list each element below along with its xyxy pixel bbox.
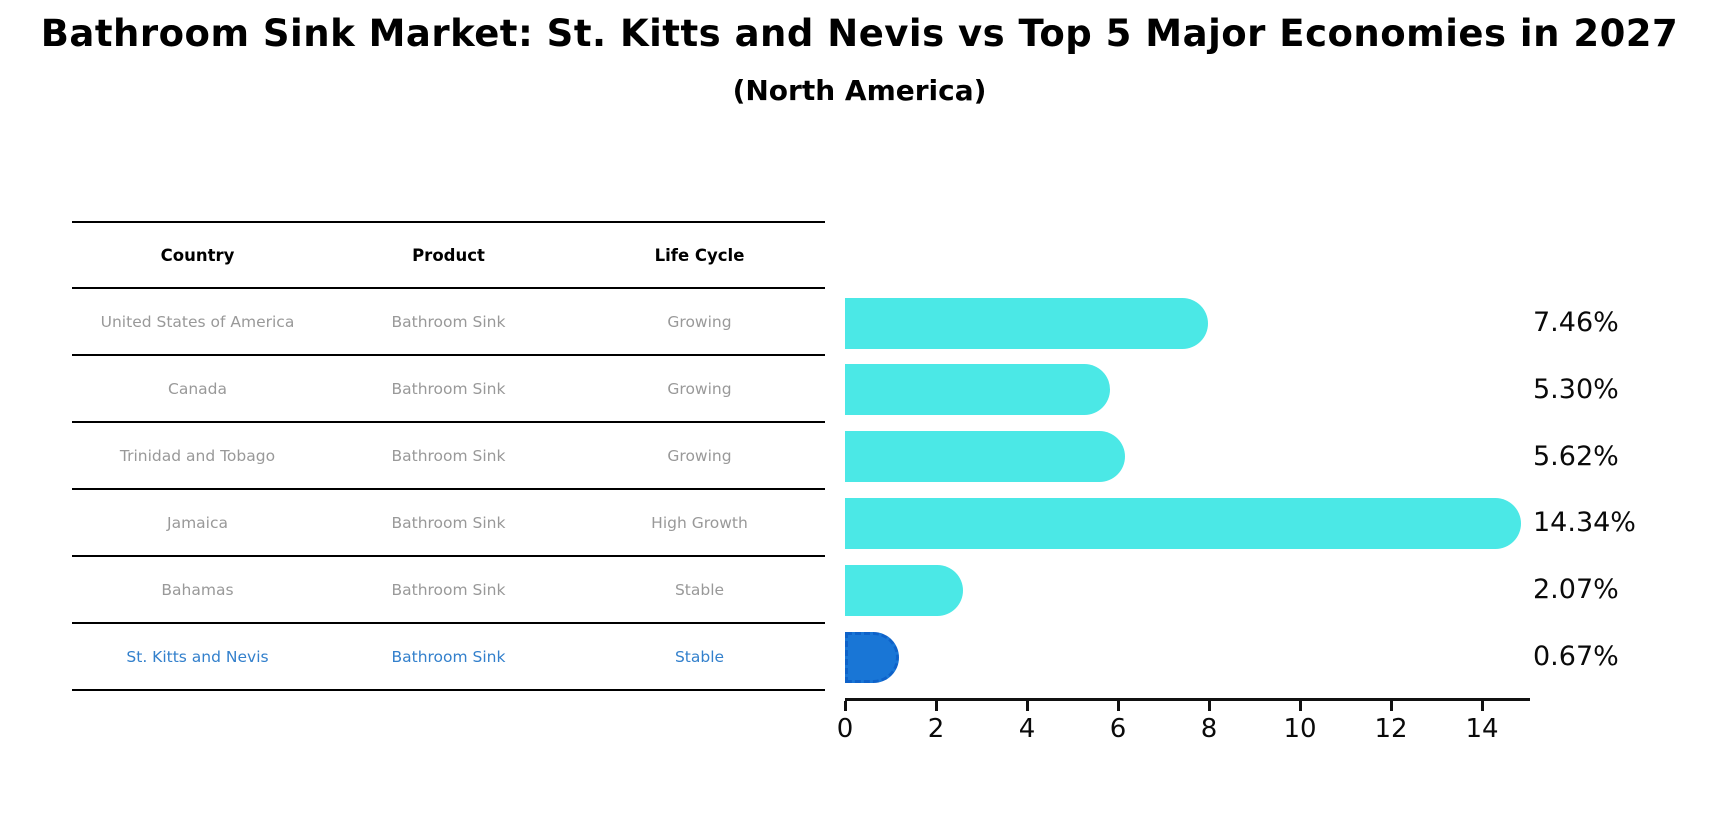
cell-life-cycle: Growing <box>667 446 732 465</box>
cell-product: Bathroom Sink <box>391 580 506 599</box>
cell-product: Bathroom Sink <box>391 379 506 398</box>
table-row: Jamaica Bathroom Sink High Growth <box>72 490 825 557</box>
x-axis-tick-label: 8 <box>1200 714 1218 744</box>
cell-country: Canada <box>168 379 227 398</box>
x-axis-tick-label: 2 <box>927 714 945 744</box>
bar-value-label: 0.67% <box>1533 641 1619 672</box>
bar-highlight <box>845 631 900 683</box>
cell-life-cycle: Stable <box>674 647 725 666</box>
x-axis-tick <box>1480 701 1484 711</box>
bar-value-label: 2.07% <box>1533 574 1619 606</box>
table-row: United States of America Bathroom Sink Gro… <box>72 289 825 356</box>
table-header-row: Country Product Life Cycle <box>72 223 825 289</box>
cell-country: St. Kitts and Nevis <box>126 647 269 666</box>
cell-country: Bahamas <box>161 580 234 599</box>
x-axis-tick-label: 14 <box>1465 714 1499 744</box>
x-axis-tick <box>934 701 938 711</box>
cell-life-cycle: Stable <box>674 580 725 599</box>
market-table: Country Product Life Cycle United States of… <box>72 221 825 691</box>
x-axis-tick <box>1207 701 1211 711</box>
table-row: St. Kitts and Nevis Bathroom Sink Stable <box>72 624 825 691</box>
cell-product: Bathroom Sink <box>391 446 506 465</box>
chart-title: Bathroom Sink Market: St. Kitts and Nevi… <box>40 12 1679 55</box>
bar-value-label: 5.62% <box>1533 440 1619 472</box>
x-axis-tick <box>843 701 847 711</box>
cell-life-cycle: Growing <box>667 312 732 331</box>
cell-product: Bathroom Sink <box>391 312 506 331</box>
bar-value-label: 14.34% <box>1533 507 1636 539</box>
x-axis-tick-label: 10 <box>1283 714 1317 744</box>
bar <box>845 564 964 616</box>
x-axis <box>845 698 1530 701</box>
cell-country: Jamaica <box>167 513 228 532</box>
x-axis-tick <box>1389 701 1393 711</box>
column-header: Product <box>412 245 485 265</box>
x-axis-tick-label: 4 <box>1018 714 1036 744</box>
cell-country: United States of America <box>100 312 295 331</box>
bar <box>845 431 1125 483</box>
chart-subtitle: (North America) <box>732 74 987 107</box>
bar <box>845 497 1522 549</box>
bar <box>845 297 1209 349</box>
cell-life-cycle: Growing <box>667 379 732 398</box>
table-row: Trinidad and Tobago Bathroom Sink Growing <box>72 423 825 490</box>
column-header: Life Cycle <box>654 245 745 265</box>
bar-value-label: 5.30% <box>1533 373 1619 405</box>
table-row: Canada Bathroom Sink Growing <box>72 356 825 423</box>
bar-value-label: 7.46% <box>1533 307 1619 338</box>
x-axis-tick <box>1298 701 1302 711</box>
cell-product: Bathroom Sink <box>391 513 506 532</box>
x-axis-tick-label: 12 <box>1374 714 1408 744</box>
x-axis-tick-label: 6 <box>1109 714 1127 744</box>
cell-product: Bathroom Sink <box>391 647 506 666</box>
x-axis-tick <box>1025 701 1029 711</box>
bar <box>845 364 1111 416</box>
cell-life-cycle: High Growth <box>651 513 748 532</box>
cell-country: Trinidad and Tobago <box>119 446 276 465</box>
column-header: Country <box>160 245 235 265</box>
x-axis-tick <box>1116 701 1120 711</box>
x-axis-tick-label: 0 <box>836 714 854 744</box>
table-row: Bahamas Bathroom Sink Stable <box>72 557 825 624</box>
